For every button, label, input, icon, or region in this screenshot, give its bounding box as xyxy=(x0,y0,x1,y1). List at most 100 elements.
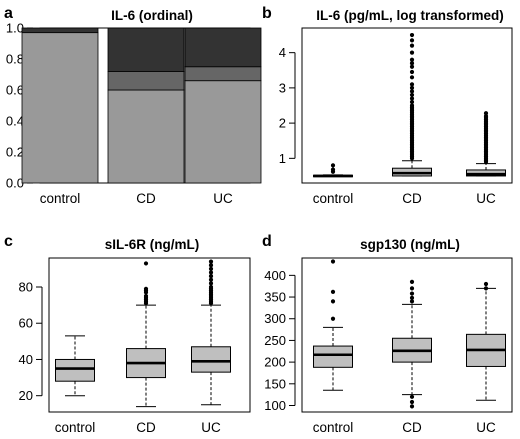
outlier-point xyxy=(409,291,415,296)
outlier-point xyxy=(483,286,489,291)
y-tick-label: 100 xyxy=(264,398,286,413)
y-tick-label: 250 xyxy=(264,333,286,348)
y-tick-label: 1 xyxy=(279,151,286,166)
outlier-point xyxy=(409,43,415,48)
panel-d-plot: 100 150 200 250 300 350 400 control CD UC xyxy=(264,257,513,435)
outlier-point xyxy=(409,399,415,405)
outlier-point xyxy=(409,89,415,94)
y-tick-label: 300 xyxy=(264,311,286,326)
y-tick-label: 350 xyxy=(264,290,286,305)
plot-frame xyxy=(301,27,513,184)
outlier-point xyxy=(208,266,214,271)
outlier-point xyxy=(409,103,415,108)
outlier-point xyxy=(409,286,415,291)
y-tick-label: 4 xyxy=(279,45,286,60)
box xyxy=(313,345,353,368)
panel-a-plot: 0.0 0.2 0.4 0.6 0.8 1.0 control CD UC xyxy=(6,21,262,206)
outlier-point xyxy=(330,163,336,168)
x-tick-label: control xyxy=(313,191,354,206)
outlier-point xyxy=(330,167,336,172)
x-tick-label: UC xyxy=(476,420,496,435)
y-tick-label: 400 xyxy=(264,268,286,283)
y-tick-label: 20 xyxy=(19,388,33,403)
x-tick-label: control xyxy=(55,420,96,435)
y-tick-label: 0.6 xyxy=(6,83,24,98)
outlier-point xyxy=(330,316,336,321)
outlier-point xyxy=(330,289,336,294)
panel-c-plot: 20 40 60 80 control CD UC xyxy=(19,257,251,435)
outlier-point xyxy=(409,92,415,98)
x-tick-label: CD xyxy=(136,420,156,435)
panel-c-title: sIL-6R (ng/mL) xyxy=(105,237,200,252)
panel-b-plot: 1 2 3 4 control CD UC xyxy=(279,27,513,206)
panel-a: a IL-6 (ordinal) 0.0 0.2 0.4 0.6 0.8 1.0 contr… xyxy=(4,5,262,206)
outlier-point xyxy=(409,404,415,409)
outlier-point xyxy=(208,274,214,279)
outlier-point xyxy=(208,277,214,282)
outlier-point xyxy=(409,38,415,43)
panel-b-title: IL-6 (pg/mL, log transformed) xyxy=(316,8,504,23)
x-tick-label: control xyxy=(313,420,354,435)
bar-segment xyxy=(107,71,185,91)
outlier-point xyxy=(143,261,149,266)
panel-b: b IL-6 (pg/mL, log transformed) 1 2 3 4 cont… xyxy=(262,5,513,206)
x-tick-label: control xyxy=(40,191,81,206)
bar-segment xyxy=(184,27,262,68)
y-tick-label: 80 xyxy=(19,279,33,294)
panel-c: c sIL-6R (ng/mL) 20 40 60 80 control CD UC xyxy=(4,233,251,435)
panel-letter-b: b xyxy=(262,5,272,22)
y-tick-label: 0.4 xyxy=(6,114,24,129)
outlier-point xyxy=(409,279,415,284)
outlier-point xyxy=(208,259,214,264)
outlier-point xyxy=(409,295,415,301)
bar-segment xyxy=(21,27,99,34)
bar-segment xyxy=(107,89,185,184)
y-tick-label: 2 xyxy=(279,116,286,131)
outlier-point xyxy=(330,259,336,264)
y-tick-label: 0.2 xyxy=(6,145,24,160)
x-tick-label: CD xyxy=(136,191,156,206)
panel-a-title: IL-6 (ordinal) xyxy=(111,8,193,23)
bar-segment xyxy=(184,66,262,82)
outlier-point xyxy=(483,281,489,287)
x-tick-label: CD xyxy=(402,191,422,206)
y-tick-label: 40 xyxy=(19,352,33,367)
outlier-point xyxy=(208,281,214,286)
outlier-point xyxy=(409,61,415,66)
x-tick-label: UC xyxy=(201,420,221,435)
x-tick-label: UC xyxy=(213,191,233,206)
outlier-point xyxy=(409,99,415,105)
outlier-point xyxy=(409,64,415,69)
outlier-point xyxy=(409,50,415,55)
bar-segment xyxy=(107,27,185,72)
y-tick-label: 1.0 xyxy=(6,21,24,36)
y-tick-label: 3 xyxy=(279,80,286,95)
x-tick-label: CD xyxy=(402,420,422,435)
outlier-point xyxy=(409,75,415,80)
x-tick-label: UC xyxy=(476,191,496,206)
panel-letter-c: c xyxy=(4,233,13,250)
outlier-point xyxy=(409,32,415,38)
y-tick-label: 60 xyxy=(19,316,33,331)
outlier-point xyxy=(483,111,489,116)
y-tick-label: 0.0 xyxy=(6,176,24,191)
outlier-point xyxy=(208,263,214,268)
bar-segment xyxy=(184,80,262,184)
box xyxy=(55,358,95,382)
outlier-point xyxy=(143,293,149,299)
outlier-point xyxy=(409,69,415,75)
outlier-point xyxy=(409,57,415,62)
outlier-point xyxy=(330,299,336,304)
outlier-point xyxy=(409,299,415,304)
outlier-point xyxy=(208,270,214,275)
y-tick-label: 150 xyxy=(264,376,286,391)
y-tick-label: 0.8 xyxy=(6,52,24,67)
plot-frame xyxy=(48,257,251,413)
outlier-point xyxy=(409,82,415,87)
panel-letter-a: a xyxy=(4,5,13,22)
plot-frame xyxy=(301,257,513,413)
box xyxy=(191,346,231,373)
outlier-point xyxy=(409,85,415,90)
bar-segment xyxy=(21,32,99,184)
